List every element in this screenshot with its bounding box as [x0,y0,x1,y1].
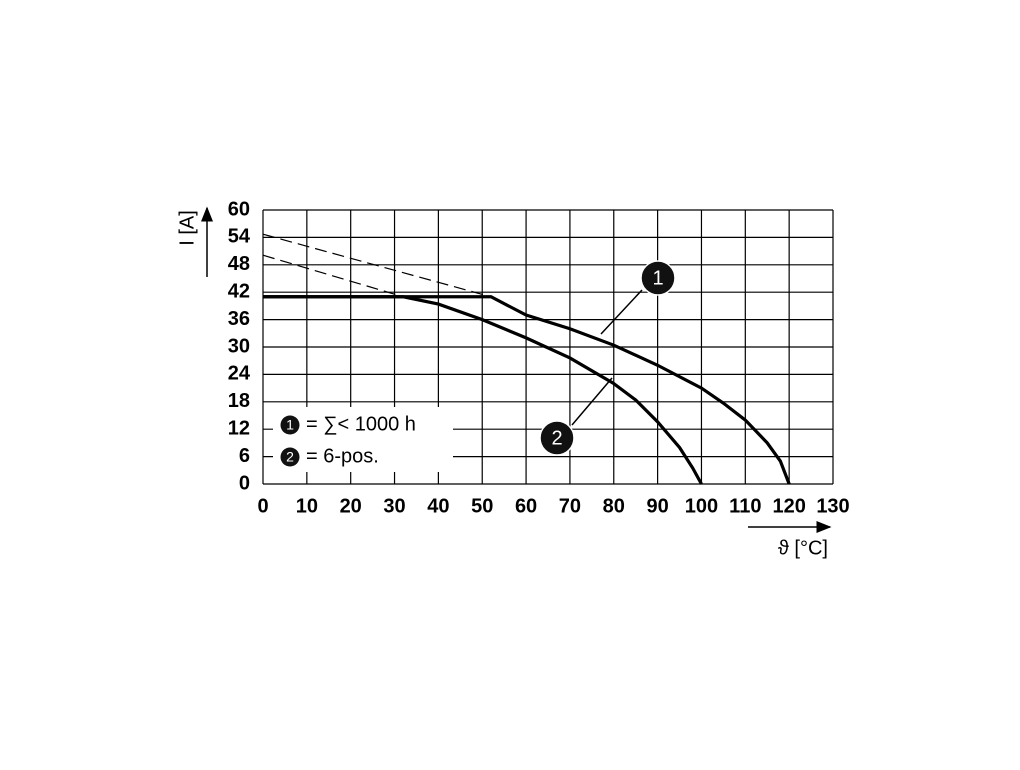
x-tick-label: 130 [816,495,849,517]
x-tick-label: 20 [340,495,362,517]
y-tick-label: 12 [228,417,250,439]
x-tick-label: 0 [257,495,268,517]
legend-marker-number: 1 [286,417,294,433]
callout-leader [571,377,613,426]
x-tick-label: 100 [685,495,718,517]
x-tick-label: 70 [559,495,581,517]
callout-leader [600,289,643,335]
callout-circle [539,420,575,456]
y-tick-label: 30 [228,335,250,357]
callout-circle [640,260,676,296]
x-axis-label: ϑ [°C] [778,537,828,559]
callout-number: 1 [652,267,663,289]
series-line [263,295,791,485]
x-tick-label: 90 [646,495,668,517]
x-tick-label: 10 [296,495,318,517]
legend-label: = ∑< 1000 h [306,413,416,435]
x-tick-label: 110 [729,495,761,517]
legend-marker [280,447,300,467]
x-tick-label: 40 [427,495,449,517]
x-tick-label: 60 [515,495,537,517]
extension-line [262,233,492,298]
series-line [263,295,703,485]
legend-marker [280,415,300,435]
extension-line [262,254,404,298]
y-tick-label: 48 [228,253,250,275]
legend-box [273,407,453,472]
y-tick-label: 60 [228,198,250,220]
y-tick-label: 36 [228,308,250,330]
y-tick-label: 24 [228,363,251,385]
x-tick-label: 50 [471,495,493,517]
x-tick-label: 120 [772,495,805,517]
x-tick-label: 30 [383,495,405,517]
legend-marker-number: 2 [286,449,294,465]
y-tick-label: 42 [228,280,250,302]
y-tick-label: 6 [239,445,250,467]
y-tick-label: 18 [228,390,250,412]
callout-number: 2 [551,427,562,449]
legend-label: = 6-pos. [306,445,379,467]
y-tick-label: 54 [228,226,251,248]
y-tick-label: 0 [239,472,250,494]
x-tick-label: 80 [603,495,625,517]
y-axis-label: I [A] [176,210,198,246]
